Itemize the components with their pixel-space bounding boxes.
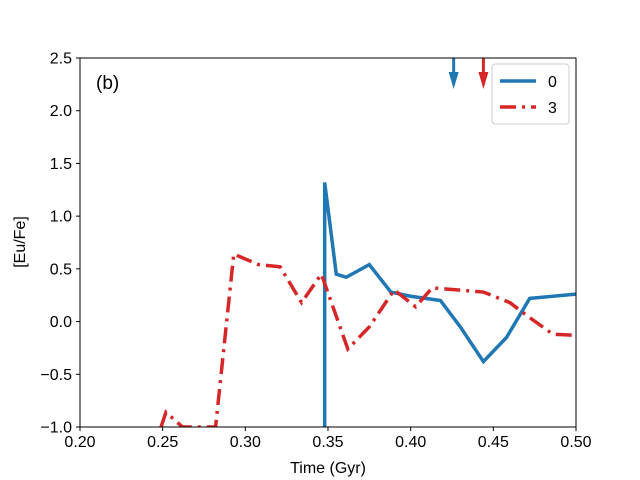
series-line-3	[159, 251, 576, 427]
y-axis: 2.5 2.0 1.5 1.0 0.5 0.0 −0.5 −1.0	[40, 51, 80, 437]
x-axis-label: Time (Gyr)	[290, 460, 366, 477]
y-axis-label: [Eu/Fe]	[12, 216, 29, 268]
legend-frame	[491, 63, 570, 125]
arrow-head-0	[448, 72, 459, 89]
y-tick-label: −1.0	[40, 420, 72, 437]
x-tick-label: 0.20	[64, 434, 95, 451]
x-tick-label: 0.25	[147, 434, 178, 451]
arrow-head-3	[478, 72, 489, 89]
y-tick-label: 1.5	[50, 156, 72, 173]
x-axis: 0.20 0.25 0.30 0.35 0.40 0.45 0.50	[64, 427, 592, 451]
x-tick-label: 0.40	[395, 434, 426, 451]
legend-label-0: 0	[548, 74, 557, 91]
y-tick-label: −0.5	[40, 367, 72, 384]
panel-label: (b)	[96, 73, 119, 94]
x-tick-label: 0.30	[230, 434, 261, 451]
y-tick-label: 0.5	[50, 261, 72, 278]
y-tick-label: 2.0	[50, 103, 72, 120]
y-tick-label: 2.5	[50, 51, 72, 68]
legend-label-1: 3	[548, 100, 557, 117]
x-tick-label: 0.45	[478, 434, 509, 451]
x-tick-label: 0.50	[560, 434, 591, 451]
y-tick-label: 1.0	[50, 209, 72, 226]
series-line-0	[322, 182, 576, 427]
y-tick-label: 0.0	[50, 314, 72, 331]
x-tick-label: 0.35	[312, 434, 343, 451]
series-layer	[159, 182, 576, 427]
arrow-layer	[448, 58, 489, 89]
legend: 0 3	[491, 63, 570, 125]
